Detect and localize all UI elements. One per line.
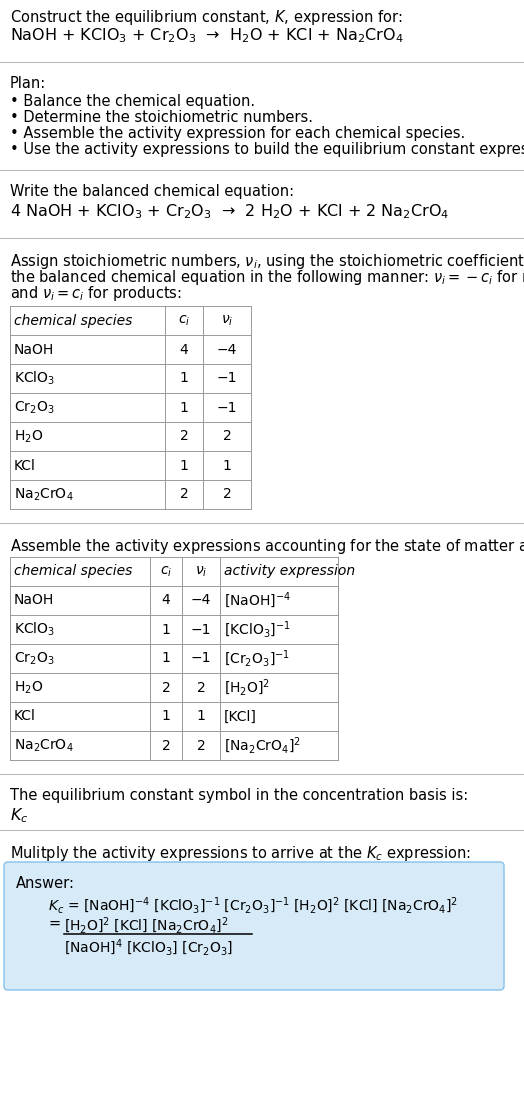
Text: 1: 1 xyxy=(223,458,232,473)
Text: • Use the activity expressions to build the equilibrium constant expression.: • Use the activity expressions to build … xyxy=(10,142,524,157)
Bar xyxy=(10,306,251,509)
Text: • Determine the stoichiometric numbers.: • Determine the stoichiometric numbers. xyxy=(10,110,313,125)
Text: and $\nu_i = c_i$ for products:: and $\nu_i = c_i$ for products: xyxy=(10,284,182,303)
Text: [Na$_2$CrO$_4$]$^2$: [Na$_2$CrO$_4$]$^2$ xyxy=(224,735,301,756)
Text: Plan:: Plan: xyxy=(10,76,46,91)
Text: −4: −4 xyxy=(217,343,237,356)
Text: KCl: KCl xyxy=(14,458,36,473)
Text: Mulitply the activity expressions to arrive at the $K_c$ expression:: Mulitply the activity expressions to arr… xyxy=(10,844,471,863)
Text: [H$_2$O]$^2$: [H$_2$O]$^2$ xyxy=(224,677,270,698)
Text: Na$_2$CrO$_4$: Na$_2$CrO$_4$ xyxy=(14,737,73,754)
Text: [KClO$_3$]$^{-1}$: [KClO$_3$]$^{-1}$ xyxy=(224,620,291,640)
Text: 4 NaOH + KClO$_3$ + Cr$_2$O$_3$  →  2 H$_2$O + KCl + 2 Na$_2$CrO$_4$: 4 NaOH + KClO$_3$ + Cr$_2$O$_3$ → 2 H$_2… xyxy=(10,202,450,221)
Text: 2: 2 xyxy=(180,488,188,501)
Text: 2: 2 xyxy=(196,739,205,753)
Text: NaOH: NaOH xyxy=(14,343,54,356)
Text: NaOH + KClO$_3$ + Cr$_2$O$_3$  →  H$_2$O + KCl + Na$_2$CrO$_4$: NaOH + KClO$_3$ + Cr$_2$O$_3$ → H$_2$O +… xyxy=(10,26,403,45)
Text: −1: −1 xyxy=(191,652,211,666)
Text: 1: 1 xyxy=(180,400,189,414)
Text: 2: 2 xyxy=(223,430,232,444)
Text: H$_2$O: H$_2$O xyxy=(14,429,43,445)
Text: chemical species: chemical species xyxy=(14,565,133,578)
Text: Na$_2$CrO$_4$: Na$_2$CrO$_4$ xyxy=(14,486,73,502)
Text: the balanced chemical equation in the following manner: $\nu_i = -c_i$ for react: the balanced chemical equation in the fo… xyxy=(10,268,524,287)
Text: 2: 2 xyxy=(161,739,170,753)
Text: [Cr$_2$O$_3$]$^{-1}$: [Cr$_2$O$_3$]$^{-1}$ xyxy=(224,648,290,668)
Text: 4: 4 xyxy=(161,593,170,608)
FancyBboxPatch shape xyxy=(4,862,504,990)
Text: 1: 1 xyxy=(161,652,170,666)
Text: Write the balanced chemical equation:: Write the balanced chemical equation: xyxy=(10,184,294,199)
Text: [H$_2$O]$^2$ [KCl] [Na$_2$CrO$_4$]$^2$: [H$_2$O]$^2$ [KCl] [Na$_2$CrO$_4$]$^2$ xyxy=(64,915,228,936)
Text: 2: 2 xyxy=(161,680,170,695)
Text: −4: −4 xyxy=(191,593,211,608)
Text: $c_i$: $c_i$ xyxy=(178,313,190,328)
Text: [KCl]: [KCl] xyxy=(224,710,257,723)
Text: Answer:: Answer: xyxy=(16,876,75,891)
Text: 2: 2 xyxy=(180,430,188,444)
Text: 1: 1 xyxy=(196,710,205,723)
Text: • Balance the chemical equation.: • Balance the chemical equation. xyxy=(10,95,255,109)
Text: NaOH: NaOH xyxy=(14,593,54,608)
Text: [NaOH]$^{-4}$: [NaOH]$^{-4}$ xyxy=(224,590,291,610)
Text: 1: 1 xyxy=(180,371,189,386)
Text: −1: −1 xyxy=(217,371,237,386)
Text: • Assemble the activity expression for each chemical species.: • Assemble the activity expression for e… xyxy=(10,126,465,141)
Text: $K_c$: $K_c$ xyxy=(10,806,28,824)
Text: =: = xyxy=(48,915,60,931)
Text: Assemble the activity expressions accounting for the state of matter and $\nu_i$: Assemble the activity expressions accoun… xyxy=(10,537,524,556)
Text: H$_2$O: H$_2$O xyxy=(14,679,43,696)
Text: $\nu_i$: $\nu_i$ xyxy=(221,313,233,328)
Text: −1: −1 xyxy=(191,622,211,636)
Text: The equilibrium constant symbol in the concentration basis is:: The equilibrium constant symbol in the c… xyxy=(10,788,468,803)
Text: 2: 2 xyxy=(223,488,232,501)
Text: 4: 4 xyxy=(180,343,188,356)
Bar xyxy=(10,557,338,761)
Text: [NaOH]$^4$ [KClO$_3$] [Cr$_2$O$_3$]: [NaOH]$^4$ [KClO$_3$] [Cr$_2$O$_3$] xyxy=(64,939,233,958)
Text: $\nu_i$: $\nu_i$ xyxy=(195,564,207,579)
Text: Cr$_2$O$_3$: Cr$_2$O$_3$ xyxy=(14,651,54,667)
Text: 1: 1 xyxy=(161,622,170,636)
Text: 1: 1 xyxy=(180,458,189,473)
Text: 2: 2 xyxy=(196,680,205,695)
Text: $K_c$ = [NaOH]$^{-4}$ [KClO$_3$]$^{-1}$ [Cr$_2$O$_3$]$^{-1}$ [H$_2$O]$^2$ [KCl] : $K_c$ = [NaOH]$^{-4}$ [KClO$_3$]$^{-1}$ … xyxy=(48,896,458,917)
Text: Construct the equilibrium constant, $K$, expression for:: Construct the equilibrium constant, $K$,… xyxy=(10,8,402,27)
Text: −1: −1 xyxy=(217,400,237,414)
Text: 1: 1 xyxy=(161,710,170,723)
Text: KClO$_3$: KClO$_3$ xyxy=(14,621,55,639)
Text: KCl: KCl xyxy=(14,710,36,723)
Text: Cr$_2$O$_3$: Cr$_2$O$_3$ xyxy=(14,399,54,415)
Text: activity expression: activity expression xyxy=(224,565,355,578)
Text: chemical species: chemical species xyxy=(14,313,133,328)
Text: $c_i$: $c_i$ xyxy=(160,564,172,579)
Text: KClO$_3$: KClO$_3$ xyxy=(14,369,55,387)
Text: Assign stoichiometric numbers, $\nu_i$, using the stoichiometric coefficients, $: Assign stoichiometric numbers, $\nu_i$, … xyxy=(10,252,524,271)
